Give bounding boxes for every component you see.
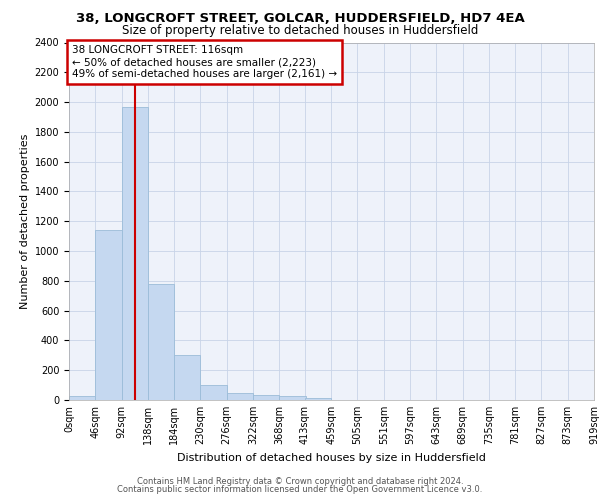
Text: Contains public sector information licensed under the Open Government Licence v3: Contains public sector information licen… — [118, 485, 482, 494]
Bar — [69, 396, 95, 400]
Text: Size of property relative to detached houses in Huddersfield: Size of property relative to detached ho… — [122, 24, 478, 37]
Bar — [305, 398, 331, 400]
Text: 38 LONGCROFT STREET: 116sqm
← 50% of detached houses are smaller (2,223)
49% of : 38 LONGCROFT STREET: 116sqm ← 50% of det… — [72, 46, 337, 78]
Bar — [227, 394, 253, 400]
Bar — [200, 385, 227, 400]
Bar — [174, 356, 200, 400]
Bar — [122, 106, 148, 400]
Text: Contains HM Land Registry data © Crown copyright and database right 2024.: Contains HM Land Registry data © Crown c… — [137, 477, 463, 486]
Bar — [253, 395, 279, 400]
Y-axis label: Number of detached properties: Number of detached properties — [20, 134, 31, 309]
Text: 38, LONGCROFT STREET, GOLCAR, HUDDERSFIELD, HD7 4EA: 38, LONGCROFT STREET, GOLCAR, HUDDERSFIE… — [76, 12, 524, 26]
X-axis label: Distribution of detached houses by size in Huddersfield: Distribution of detached houses by size … — [177, 452, 486, 462]
Bar — [279, 396, 305, 400]
Bar — [95, 230, 122, 400]
Bar — [148, 284, 174, 400]
